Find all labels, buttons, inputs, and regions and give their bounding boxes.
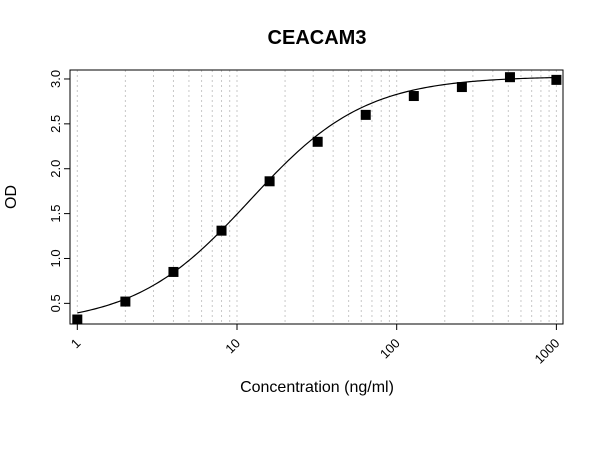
y-tick-label: 2.5 (48, 115, 63, 133)
y-tick-label: 2.0 (48, 160, 63, 178)
data-points (72, 72, 562, 325)
data-point (504, 72, 515, 83)
y-tick-label: 3.0 (48, 70, 63, 88)
chart-title: CEACAM3 (268, 27, 367, 49)
data-point (551, 74, 562, 85)
y-tick-label: 0.5 (48, 294, 63, 312)
x-axis-label: Concentration (ng/ml) (240, 379, 394, 396)
x-tick-label: 1 (68, 336, 84, 352)
y-tick-label: 1.5 (48, 205, 63, 223)
data-point (456, 82, 467, 93)
data-point (360, 109, 371, 120)
data-point (264, 176, 275, 187)
y-axis: 0.5 1.0 1.5 2.0 2.5 3.0 (48, 70, 70, 312)
x-tick-label: 10 (222, 336, 243, 357)
grid (76, 70, 557, 324)
x-axis: 1 10 100 1000 (68, 324, 563, 367)
plot-frame (69, 69, 564, 325)
data-point (408, 91, 419, 102)
data-point (72, 314, 83, 325)
y-axis-label: OD (3, 185, 20, 209)
data-point (120, 296, 131, 307)
data-point (168, 266, 179, 277)
x-tick-label: 100 (377, 336, 403, 362)
x-tick-label: 1000 (531, 336, 562, 367)
data-point (216, 225, 227, 236)
data-point (312, 136, 323, 147)
fit-curve (77, 76, 557, 314)
y-tick-label: 1.0 (48, 249, 63, 267)
